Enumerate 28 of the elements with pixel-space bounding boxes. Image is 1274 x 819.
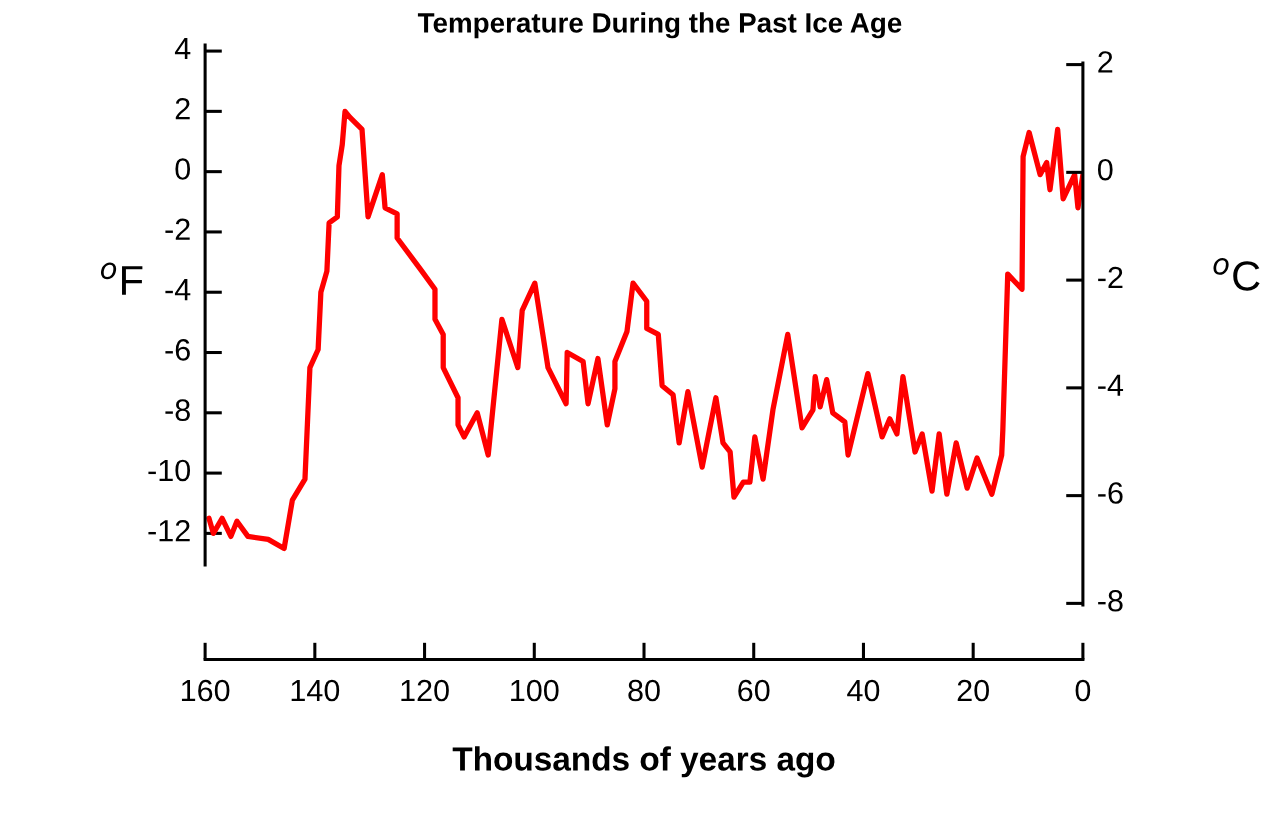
y-tick-label: -4: [165, 279, 191, 301]
y2-tick-label: -8: [1098, 589, 1123, 612]
y-tick-label: 0: [175, 158, 191, 180]
x-tick-label: 20: [957, 679, 989, 702]
x-tick-label: 100: [511, 679, 559, 702]
x-tick-label: 140: [291, 679, 340, 702]
y-tick-label: -2: [165, 218, 190, 240]
y-tick-label: -6: [165, 339, 190, 361]
y-axis-title: $^{o}$F: [100, 262, 143, 295]
y-tick-label: 4: [174, 37, 191, 59]
y2-tick-label: -6: [1098, 482, 1123, 504]
chart-title: Temperature During the Past Ice Age: [417, 12, 902, 39]
x-tick-label: 40: [847, 679, 880, 702]
y2-tick-label: -4: [1098, 374, 1124, 396]
x-tick-label: 80: [628, 679, 660, 702]
y2-tick-label: -2: [1098, 266, 1123, 289]
x-axis-title: Thousands of years ago: [452, 746, 835, 778]
y-tick-label: -8: [165, 399, 190, 421]
y-tick-label: -10: [148, 459, 191, 482]
x-tick-label: 0: [1075, 679, 1091, 702]
y2-axis-title: $^{o}$C: [1213, 258, 1260, 291]
y2-tick-label: 0: [1097, 158, 1113, 181]
x-tick-label: 120: [401, 679, 449, 702]
y-tick-label: 2: [175, 97, 190, 120]
y-tick-label: -12: [148, 519, 190, 542]
x-tick-label: 160: [181, 679, 230, 702]
y2-tick-label: 2: [1098, 51, 1113, 73]
x-tick-label: 60: [738, 679, 770, 702]
